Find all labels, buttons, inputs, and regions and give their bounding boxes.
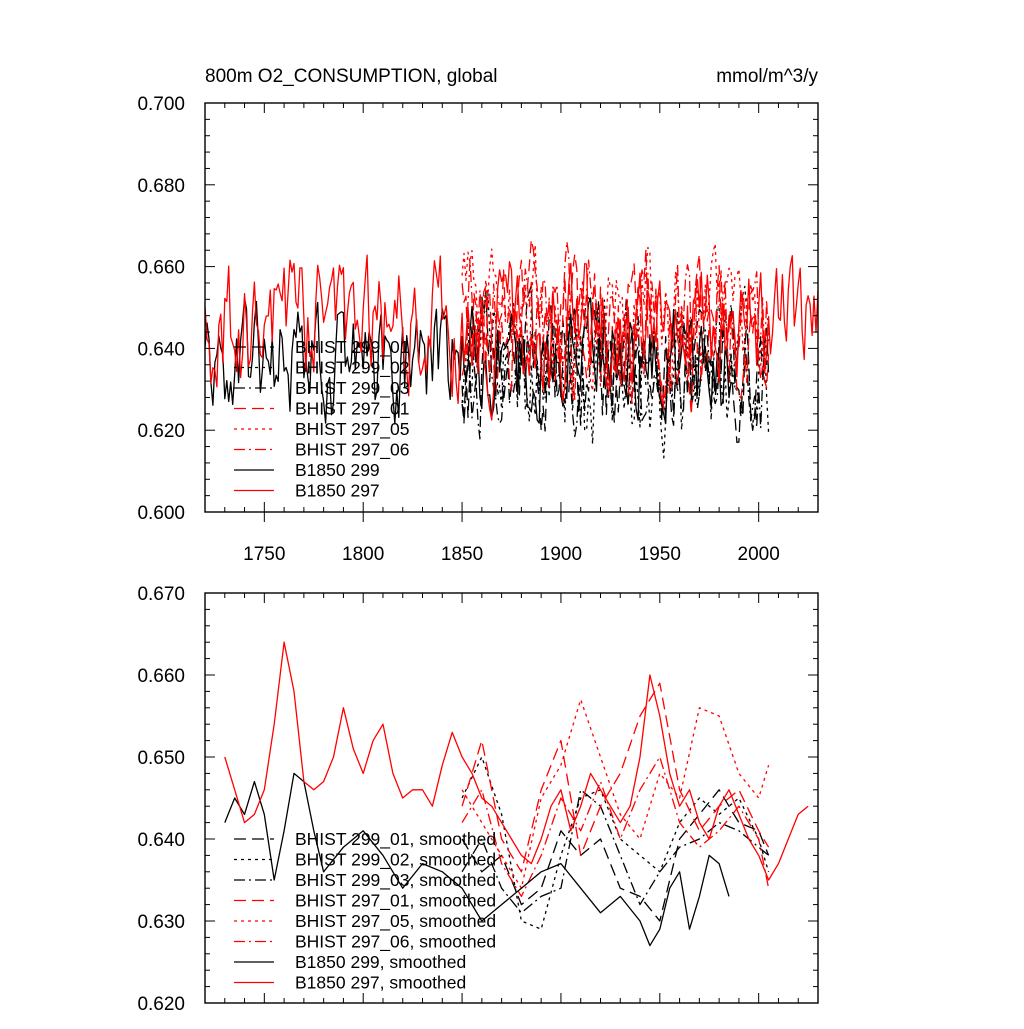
legend-label: BHIST 297_01 [295, 399, 409, 420]
y-tick-label: 0.670 [137, 584, 185, 605]
y-tick-label: 0.600 [137, 503, 185, 524]
x-tick-label: 1950 [639, 544, 681, 565]
y-tick-label: 0.660 [137, 258, 185, 279]
legend-label: B1850 299 [295, 460, 380, 480]
x-tick-label: 1850 [441, 544, 483, 565]
legend-label: B1850 299, smoothed [295, 952, 466, 972]
units-label: mmol/m^3/y [716, 66, 818, 87]
series-line-1 [461, 789, 770, 922]
plot-frame [204, 592, 819, 1004]
legend-label: BHIST 297_06, smoothed [295, 932, 496, 953]
chart-title: 800m O2_CONSUMPTION, global [205, 66, 498, 87]
x-tick-label: 1750 [243, 544, 285, 565]
y-tick-label: 0.660 [137, 666, 185, 687]
legend-label: B1850 297 [295, 481, 380, 501]
series-line-6 [461, 756, 770, 898]
y-tick-label: 0.640 [137, 339, 185, 360]
legend-label: BHIST 297_05, smoothed [295, 911, 496, 932]
y-tick-label: 0.700 [137, 94, 185, 115]
legend-label: BHIST 297_06 [295, 440, 409, 461]
legend-label: BHIST 299_03, smoothed [295, 870, 496, 891]
y-tick-label: 0.630 [137, 912, 185, 933]
legend-label: BHIST 299_01 [295, 337, 409, 358]
legend-label: BHIST 299_03 [295, 378, 409, 399]
y-tick-label: 0.650 [137, 748, 185, 769]
legend-label: BHIST 299_02 [295, 358, 409, 379]
series-line-8 [224, 641, 809, 881]
series-line-4 [461, 239, 770, 416]
y-tick-label: 0.620 [137, 421, 185, 442]
top-panel: 1750 1800 1850 1900 1950 2000 0.600 0.620 0.640 0… [137, 94, 819, 565]
legend-label: BHIST 299_01, smoothed [295, 829, 496, 850]
y-tick-label: 0.620 [137, 994, 185, 1015]
series-line-5 [461, 698, 770, 889]
series-line-3 [461, 299, 770, 440]
x-tick-label: 1800 [342, 544, 384, 565]
legend-label: BHIST 297_01, smoothed [295, 891, 496, 912]
y-tick-label: 0.680 [137, 176, 185, 197]
series-line-2 [461, 756, 770, 930]
bottom-panel: 0.620 0.630 0.640 0.650 0.660 0.670 BHIST 299_… [137, 584, 819, 1015]
series-line-7 [224, 772, 730, 947]
series-line-6 [461, 241, 770, 410]
series-line-8 [204, 254, 819, 421]
series-line-3 [461, 789, 770, 914]
x-tick-label: 1900 [540, 544, 582, 565]
x-tick-label: 2000 [738, 544, 780, 565]
plot-frame [204, 102, 819, 513]
y-tick-label: 0.640 [137, 830, 185, 851]
legend-label: BHIST 299_02, smoothed [295, 850, 496, 871]
series-line-1 [461, 284, 770, 443]
series-line-7 [204, 297, 740, 425]
legend-label: BHIST 297_05 [295, 419, 409, 440]
legend-label: B1850 297, smoothed [295, 973, 466, 993]
